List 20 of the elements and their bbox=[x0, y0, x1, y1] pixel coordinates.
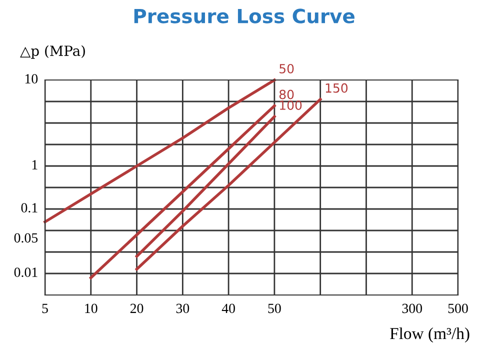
chart-title: Pressure Loss Curve bbox=[134, 8, 354, 24]
x-tick-label: 30 bbox=[176, 304, 190, 314]
x-tick-label: 10 bbox=[85, 304, 98, 314]
x-tick-label: 500 bbox=[448, 304, 468, 314]
x-tick-label: 20 bbox=[130, 304, 144, 314]
x-axis-title: Flow (m³/h) bbox=[390, 327, 470, 343]
series-label: 100 bbox=[280, 100, 302, 110]
x-tick-label: 300 bbox=[402, 304, 422, 314]
x-tick-label: 5 bbox=[42, 304, 48, 314]
x-tick-label: 50 bbox=[268, 304, 281, 314]
text: 10 bbox=[25, 74, 38, 84]
series-label: 50 bbox=[280, 64, 294, 74]
series-label: 150 bbox=[326, 83, 348, 93]
text: 0.01 bbox=[14, 268, 38, 278]
series-label: 80 bbox=[279, 90, 294, 100]
text: 0.05 bbox=[14, 233, 38, 243]
text: 0.1 bbox=[21, 203, 38, 213]
y-axis-title: △p (MPa) bbox=[20, 45, 85, 59]
text: 1 bbox=[32, 160, 38, 170]
x-tick-label: 40 bbox=[222, 304, 235, 314]
